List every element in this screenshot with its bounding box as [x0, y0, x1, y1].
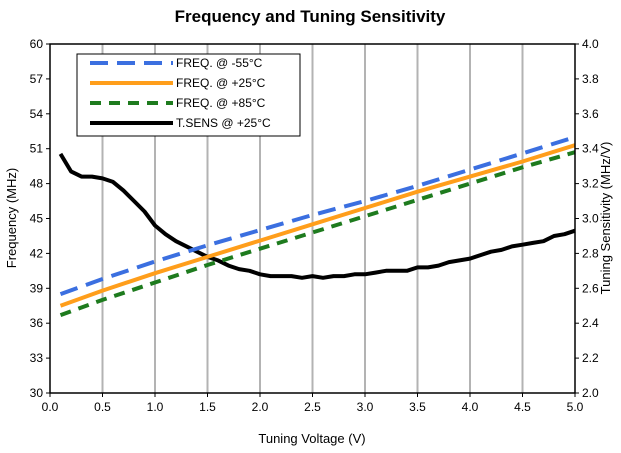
y-left-tick-label: 42 — [30, 246, 44, 260]
x-tick-label: 5.0 — [567, 400, 584, 414]
y-right-tick-label: 3.6 — [582, 107, 599, 121]
y-left-tick-label: 57 — [30, 72, 44, 86]
y-left-tick-label: 39 — [30, 281, 44, 295]
series-line-2 — [59, 150, 576, 317]
y-right-tick-label: 3.0 — [582, 212, 599, 226]
y-axis-right-label: Tuning Sensitivity (MHz/V) — [598, 142, 613, 295]
y-axis-left-label: Frequency (MHz) — [4, 168, 19, 268]
y-left-tick-label: 45 — [30, 212, 44, 226]
y-right-tick-label: 3.2 — [582, 177, 599, 191]
y-left-tick-label: 60 — [30, 37, 44, 51]
y-right-tick-label: 2.2 — [582, 351, 599, 365]
x-tick-label: 1.5 — [199, 400, 216, 414]
y-right-tick-label: 4.0 — [582, 37, 599, 51]
x-tick-label: 1.0 — [147, 400, 164, 414]
y-left-tick-label: 48 — [30, 177, 44, 191]
y-right-tick-label: 2.8 — [582, 246, 599, 260]
x-tick-label: 2.0 — [252, 400, 269, 414]
legend-label-0: FREQ. @ -55°C — [176, 56, 263, 70]
x-tick-label: 4.0 — [462, 400, 479, 414]
x-tick-label: 0.0 — [42, 400, 59, 414]
y-right-tick-label: 3.4 — [582, 142, 599, 156]
y-left-tick-label: 54 — [30, 107, 44, 121]
series-line-3 — [58, 152, 576, 280]
y-axis-left-ticks: 30 33 36 39 42 45 48 51 54 57 60 — [30, 37, 50, 400]
x-tick-label: 3.0 — [357, 400, 374, 414]
y-right-tick-label: 2.6 — [582, 281, 599, 295]
x-tick-label: 3.5 — [409, 400, 426, 414]
legend-label-3: T.SENS @ +25°C — [176, 116, 271, 130]
y-left-tick-label: 30 — [30, 386, 44, 400]
y-right-tick-label: 2.4 — [582, 316, 599, 330]
y-axis-right-ticks: 2.0 2.2 2.4 2.6 2.8 3.0 3.2 3.4 3.6 3.8 4.0 — [575, 37, 599, 400]
legend: FREQ. @ -55°C FREQ. @ +25°C FREQ. @ +85°C T… — [76, 53, 301, 137]
y-right-tick-label: 3.8 — [582, 72, 599, 86]
series-layer — [58, 135, 576, 317]
legend-box — [76, 53, 301, 137]
x-tick-label: 0.5 — [94, 400, 111, 414]
y-left-tick-label: 51 — [30, 142, 44, 156]
x-axis-label: Tuning Voltage (V) — [258, 431, 365, 446]
series-line-1 — [59, 143, 576, 308]
legend-label-1: FREQ. @ +25°C — [176, 76, 266, 90]
chart-title: Frequency and Tuning Sensitivity — [175, 7, 446, 26]
x-tick-label: 4.5 — [514, 400, 531, 414]
legend-label-2: FREQ. @ +85°C — [176, 96, 266, 110]
y-right-tick-label: 2.0 — [582, 386, 599, 400]
series-line-0 — [59, 135, 576, 296]
y-left-tick-label: 36 — [30, 316, 44, 330]
x-tick-label: 2.5 — [304, 400, 321, 414]
x-axis-ticks: 0.0 0.5 1.0 1.5 2.0 2.5 3.0 3.5 4.0 4.5 5.0 — [42, 393, 584, 414]
y-left-tick-label: 33 — [30, 351, 44, 365]
